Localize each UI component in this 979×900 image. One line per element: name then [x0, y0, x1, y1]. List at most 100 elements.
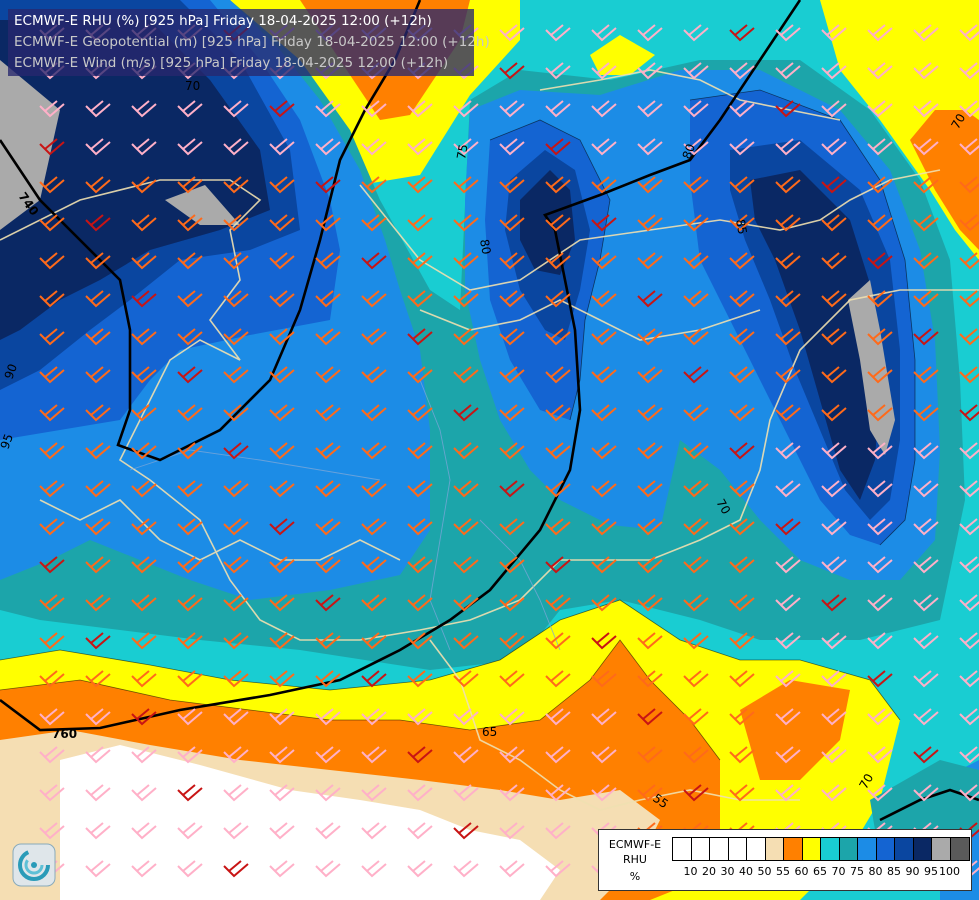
wind-barb: [913, 404, 939, 422]
wind-barb: [499, 518, 525, 536]
wind-barb: [959, 138, 979, 156]
wind-barb: [223, 442, 249, 460]
legend-swatch: [691, 838, 710, 860]
wind-barb: [867, 746, 893, 764]
wind-barb: [591, 594, 617, 612]
wind-barb: [545, 62, 571, 80]
wind-barb: [407, 556, 433, 574]
wind-barb: [959, 670, 979, 688]
wind-barb: [499, 746, 525, 764]
wind-barb: [637, 746, 663, 764]
wind-barb: [407, 404, 433, 422]
wind-barb: [729, 366, 755, 384]
wind-barb: [545, 632, 571, 650]
title-geopotential: ECMWF-E Geopotential (m) [925 hPa] Frida…: [14, 34, 490, 50]
wind-barb: [131, 556, 157, 574]
wind-barb: [913, 518, 939, 536]
wind-barb: [453, 594, 479, 612]
wind-barb: [315, 214, 341, 232]
wind-barb: [223, 860, 249, 878]
wind-barb: [821, 594, 847, 612]
geopotential-label-760: 760: [52, 727, 77, 741]
wind-barb: [867, 708, 893, 726]
wind-barb: [959, 480, 979, 498]
wind-barb: [729, 62, 755, 80]
wind-barb: [913, 746, 939, 764]
wind-barb: [591, 708, 617, 726]
legend-tick-label: 95: [924, 865, 938, 878]
wind-barb: [545, 784, 571, 802]
wind-barb: [39, 746, 65, 764]
wind-barb: [821, 290, 847, 308]
wind-barb: [775, 214, 801, 232]
wind-barb: [85, 290, 111, 308]
wind-barb: [775, 290, 801, 308]
rhu-label-80-east: 80: [680, 142, 698, 161]
wind-barb: [821, 518, 847, 536]
wind-barb: [775, 480, 801, 498]
wind-barb: [729, 214, 755, 232]
wind-barb: [499, 822, 525, 840]
wind-barb: [683, 746, 709, 764]
legend-tick-label: 100: [939, 865, 960, 878]
rhu-below-50-south: [60, 745, 560, 900]
wind-barb: [499, 366, 525, 384]
wind-barb: [85, 784, 111, 802]
wind-barb: [177, 556, 203, 574]
wind-barb: [131, 176, 157, 194]
wind-barb: [177, 670, 203, 688]
wind-barb: [131, 708, 157, 726]
wind-barb: [453, 822, 479, 840]
wind-barb: [223, 822, 249, 840]
wind-barb: [959, 366, 979, 384]
wind-barb: [361, 442, 387, 460]
wind-barb: [545, 708, 571, 726]
wind-barb: [39, 822, 65, 840]
wind-barb: [85, 442, 111, 460]
wind-barb: [591, 62, 617, 80]
wind-barb: [959, 328, 979, 346]
rivers: [129, 379, 561, 651]
wind-barb: [39, 176, 65, 194]
wind-barb: [499, 784, 525, 802]
wind-barb: [867, 328, 893, 346]
wind-barb: [545, 100, 571, 118]
wind-barb: [361, 176, 387, 194]
wind-barb: [269, 480, 295, 498]
wind-barb: [683, 62, 709, 80]
wind-barb: [269, 176, 295, 194]
rhu-label-70-southeast: 70: [856, 771, 876, 791]
wind-barb: [315, 784, 341, 802]
wind-barb: [959, 404, 979, 422]
wind-barb: [177, 594, 203, 612]
wind-barb: [913, 100, 939, 118]
wind-barb: [85, 100, 111, 118]
wind-barb: [913, 62, 939, 80]
wind-barb: [39, 442, 65, 460]
wind-barb: [39, 556, 65, 574]
wind-barb: [545, 822, 571, 840]
wind-barb: [85, 746, 111, 764]
wind-barb: [499, 860, 525, 878]
wind-barb: [591, 518, 617, 536]
wind-barb: [729, 328, 755, 346]
wind-barb: [499, 176, 525, 194]
wind-barb: [177, 746, 203, 764]
wind-barb: [867, 784, 893, 802]
legend-swatch: [858, 838, 877, 860]
wind-barb: [821, 252, 847, 270]
wind-barb: [39, 708, 65, 726]
wind-barb: [361, 670, 387, 688]
wind-barb: [223, 594, 249, 612]
wind-barb: [867, 632, 893, 650]
wind-barb: [545, 442, 571, 460]
wind-barb: [729, 784, 755, 802]
wind-barb: [867, 670, 893, 688]
wind-barb: [453, 784, 479, 802]
wind-barb: [729, 518, 755, 536]
wind-barb: [913, 594, 939, 612]
wind-barb: [775, 252, 801, 270]
wind-barb: [361, 404, 387, 422]
wind-barb: [821, 62, 847, 80]
